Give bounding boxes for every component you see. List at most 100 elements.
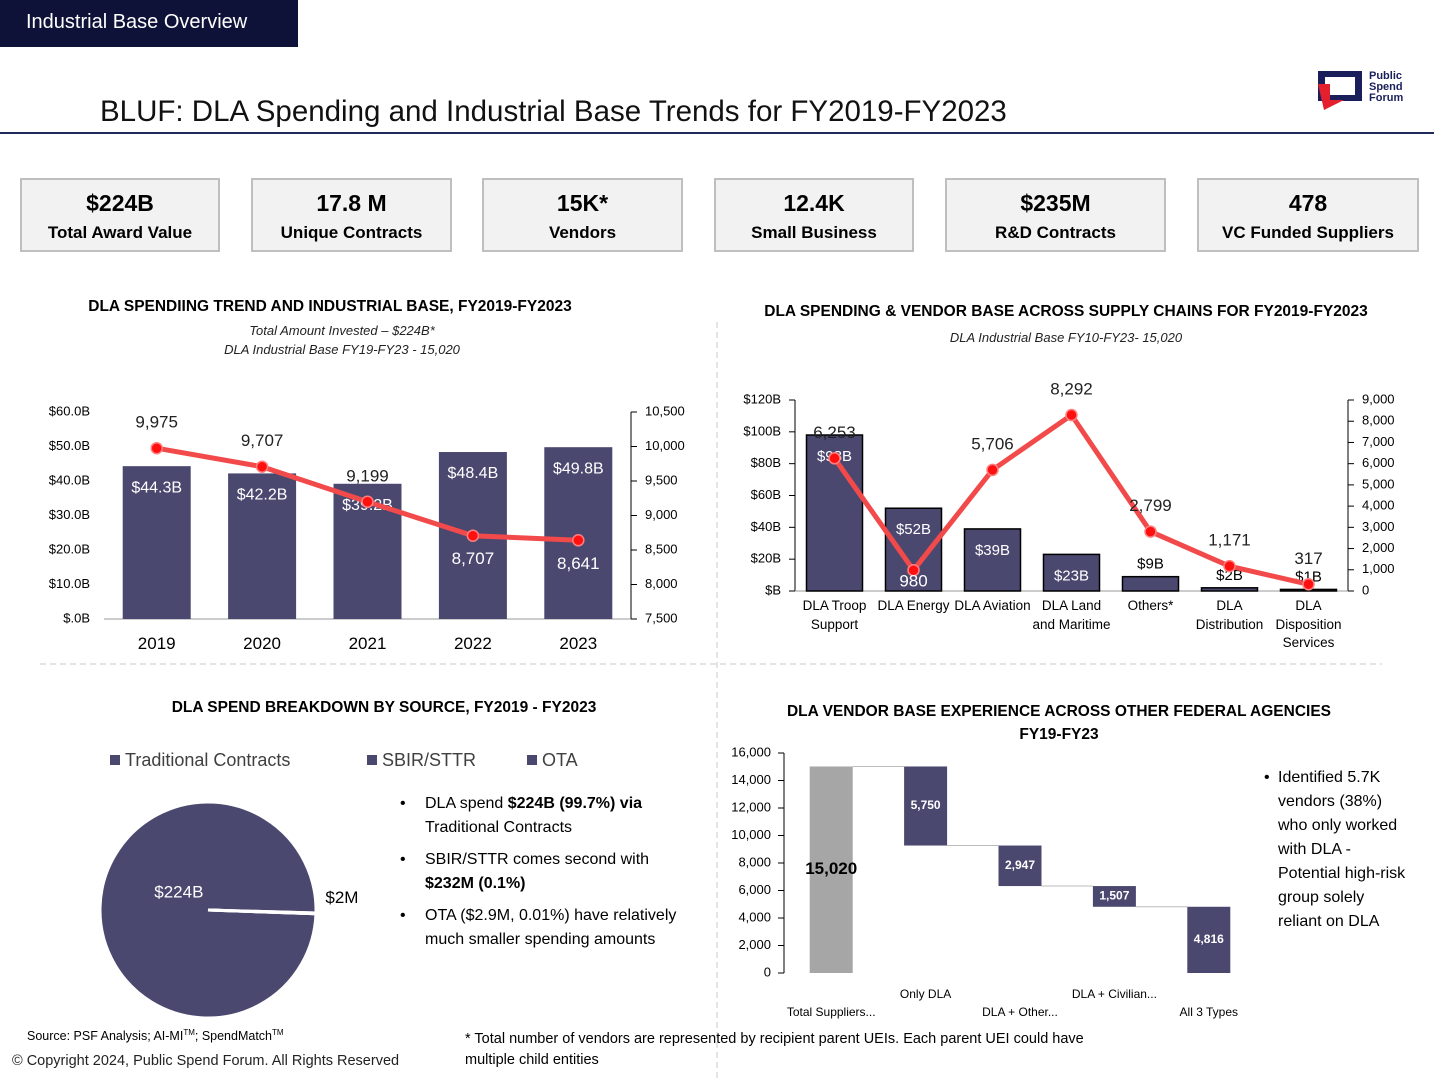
line-point [1223, 559, 1236, 573]
bar-value-label: $2B [1216, 567, 1243, 584]
chart-subtitle: DLA Industrial Base FY19-FY23 - 15,020 [224, 342, 460, 357]
y-tick-label: $.0B [63, 610, 90, 625]
bullet-text: SBIR/STTR comes second with [425, 851, 650, 868]
logo-icon [1318, 84, 1344, 110]
kpi-value: $235M [1020, 190, 1091, 216]
y2-tick-label: 8,000 [645, 576, 678, 591]
y-tick-label: $100B [743, 423, 781, 438]
copyright: © Copyright 2024, Public Spend Forum. Al… [12, 1053, 400, 1069]
x-tick-label: DLA + Other... [982, 1005, 1058, 1019]
y2-tick-label: 9,500 [645, 472, 678, 487]
y2-tick-label: 10,000 [645, 438, 685, 453]
bullet-text: Identified 5.7K vendors (38%) who only w… [1278, 769, 1406, 930]
bar [122, 466, 191, 619]
kpi-label: Unique Contracts [280, 223, 423, 242]
bar-value-label: $52B [896, 521, 931, 538]
legend-swatch [527, 755, 537, 765]
chart-subtitle: DLA Industrial Base FY10-FY23- 15,020 [949, 330, 1183, 345]
x-tick-label: DLA Troop Support [802, 598, 867, 632]
y-tick-label: 2,000 [738, 937, 771, 952]
line-value-label: 9,199 [346, 466, 389, 485]
kpi-card: 478 VC Funded Suppliers [1197, 178, 1419, 252]
y-tick-label: $10.0B [49, 576, 90, 591]
line-value-label: 9,707 [241, 431, 284, 450]
y-tick-label: 6,000 [738, 882, 771, 897]
x-tick-label: DLA Distribution [1195, 598, 1264, 632]
source-text: Source: PSF Analysis; AI-MI [27, 1029, 184, 1044]
y-tick-label: $30.0B [49, 507, 90, 522]
bar-value-label: $9B [1137, 556, 1164, 573]
chart-title: DLA VENDOR BASE EXPERIENCE ACROSS OTHER … [786, 703, 1331, 743]
line-value-label: 8,707 [452, 549, 495, 568]
line-point [466, 529, 480, 542]
bullet: OTA ($2.9M, 0.01%) have relatively much … [398, 904, 683, 952]
bar-value-label: 5,750 [911, 798, 941, 812]
y-tick-label: $50.0B [49, 438, 90, 453]
line-point [828, 452, 841, 465]
x-tick-label: DLA Energy [877, 598, 950, 613]
y2-tick-label: 1,000 [1362, 561, 1395, 576]
y2-tick-label: 10,500 [645, 403, 685, 418]
y-tick-label: $120B [743, 391, 781, 406]
source-text: ; SpendMatch [194, 1029, 273, 1044]
kpi-card: 12.4K Small Business [714, 178, 914, 252]
y2-tick-label: 2,000 [1362, 540, 1395, 555]
line-point [361, 495, 374, 509]
kpi-label: Small Business [751, 223, 877, 242]
y2-tick-label: 3,000 [1362, 519, 1395, 534]
y-tick-label: $60.0B [49, 403, 90, 418]
bar-value-label: 1,507 [1099, 889, 1129, 903]
x-tick-label: Others* [1127, 598, 1174, 613]
line-point [1144, 525, 1157, 538]
line-value-label: 980 [899, 572, 927, 591]
x-tick-label: Only DLA [900, 987, 951, 1001]
source: Source: PSF Analysis; AI-MITM; SpendMatc… [27, 1028, 284, 1043]
bar-value-label: $23B [1054, 567, 1089, 584]
pie-label: $224B [154, 883, 203, 902]
bar-value-label: $49.8B [553, 460, 604, 477]
logo-text: Public Spend Forum [1369, 70, 1404, 104]
bullet: Identified 5.7K vendors (38%) who only w… [1262, 766, 1412, 934]
line-value-label: 8,292 [1050, 380, 1093, 399]
bar-value-label: $39B [975, 542, 1010, 559]
y-tick-label: 0 [764, 964, 771, 979]
bar-value-label: 15,020 [805, 859, 857, 878]
line-point [1302, 578, 1315, 591]
y-tick-label: $40.0B [49, 472, 90, 487]
x-tick-label: 2022 [453, 634, 492, 653]
y-tick-label: 14,000 [731, 772, 771, 787]
bullet-text: OTA ($2.9M, 0.01%) have relatively much … [425, 907, 677, 948]
y2-tick-label: 8,500 [645, 541, 678, 556]
legend-label: OTA [542, 750, 578, 770]
bar [1121, 575, 1180, 592]
x-tick-label: 2019 [137, 634, 176, 653]
legend-swatch [110, 755, 120, 765]
line-point [572, 534, 585, 547]
bullet-text: Traditional Contracts [425, 819, 573, 836]
x-tick-label: DLA + Civilian... [1072, 987, 1157, 1001]
line-value-label: 8,641 [557, 554, 600, 573]
line-value-label: 1,171 [1208, 531, 1251, 550]
line-value-label: 5,706 [971, 434, 1014, 453]
line-point [1065, 408, 1078, 422]
line-point [986, 463, 999, 477]
chart-subtitle: Total Amount Invested – $224B* [249, 323, 435, 338]
x-tick-label: 2020 [243, 634, 281, 653]
line-value-label: 317 [1294, 549, 1322, 568]
y2-tick-label: 5,000 [1362, 476, 1395, 491]
bar [963, 528, 1022, 592]
bar [1092, 886, 1136, 907]
bar [998, 845, 1042, 887]
x-tick-label: DLA Disposition Services [1275, 598, 1342, 650]
y2-tick-label: 9,000 [1362, 391, 1395, 406]
y2-tick-label: 6,000 [1362, 455, 1395, 470]
kpi-label: R&D Contracts [995, 223, 1116, 242]
x-tick-label: 2023 [559, 634, 598, 653]
x-tick-label: DLA Land and Maritime [1032, 598, 1111, 632]
chart-title: DLA SPENDIING TREND AND INDUSTRIAL BASE,… [88, 298, 572, 315]
y2-tick-label: 8,000 [1362, 413, 1395, 428]
pie-slice [98, 800, 318, 1020]
x-tick-label: All 3 Types [1180, 1005, 1238, 1019]
bullet-text: DLA spend [425, 795, 508, 812]
side-note: Identified 5.7K vendors (38%) who only w… [1262, 766, 1412, 942]
